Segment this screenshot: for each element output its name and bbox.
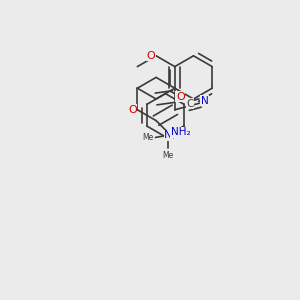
Text: NH₂: NH₂ [170,127,190,137]
Text: O: O [176,92,185,102]
Text: Me: Me [142,133,153,142]
Text: C: C [186,99,194,109]
Text: Me: Me [163,151,174,160]
Text: O: O [128,105,137,115]
Text: N: N [164,130,172,140]
Text: N: N [201,96,208,106]
Text: O: O [147,50,155,61]
